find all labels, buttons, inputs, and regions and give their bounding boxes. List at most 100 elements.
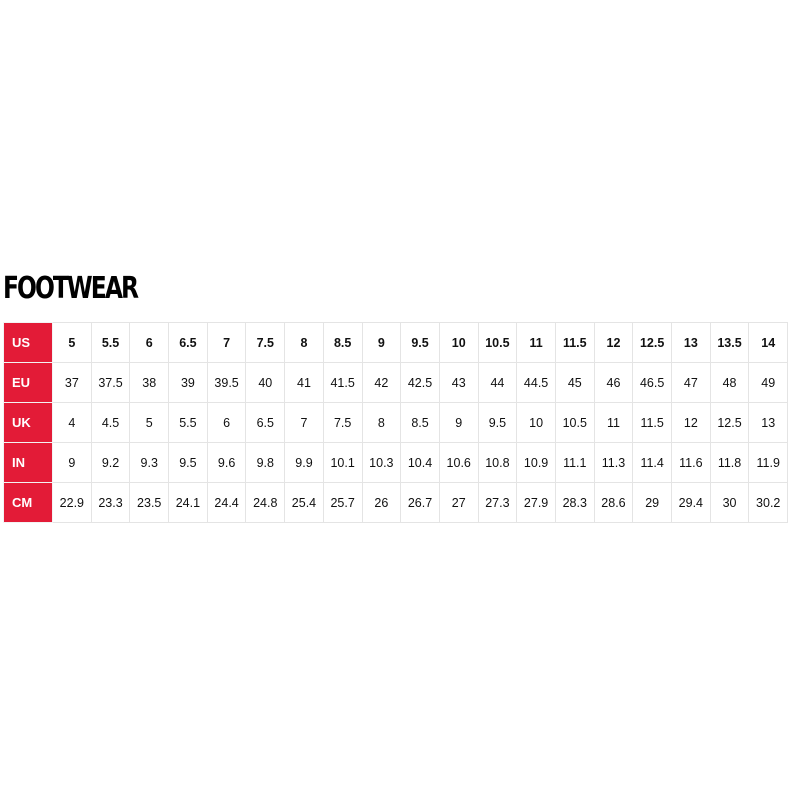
size-chart-table: US 5 5.5 6 6.5 7 7.5 8 8.5 9 9.5 10 10.5 11 11.5 12 12.5…: [3, 322, 789, 523]
size-cell: 38: [129, 362, 170, 403]
size-cell: 11.3: [593, 442, 634, 483]
size-cell: 41: [284, 362, 324, 403]
size-cell: 44.5: [516, 362, 556, 403]
size-cell: 11: [593, 402, 634, 443]
size-cell: 24.8: [245, 482, 286, 523]
size-cell: 5.5: [168, 402, 208, 443]
size-cell: 46: [593, 362, 634, 403]
size-cell: 37: [52, 362, 92, 403]
size-row-cm: CM 22.9 23.3 23.5 24.1 24.4 24.8 25.4 25.7 26 26.7…: [3, 482, 789, 523]
size-cell: 10.1: [322, 442, 363, 483]
size-row-us: US 5 5.5 6 6.5 7 7.5 8 8.5 9 9.5 10 10.5 11 11.5 12 12.5…: [3, 322, 789, 363]
size-cell: 7.5: [245, 322, 286, 363]
size-cell: 9.5: [477, 402, 518, 443]
size-cell: 9.5: [400, 322, 440, 363]
size-cell: 48: [709, 362, 750, 403]
row-header: US: [3, 322, 53, 363]
size-cell: 7: [206, 322, 247, 363]
size-cell: 9.8: [245, 442, 286, 483]
size-cell: 10.6: [438, 442, 479, 483]
size-cell: 10.3: [361, 442, 402, 483]
size-cell: 39.5: [206, 362, 247, 403]
size-cell: 8.5: [400, 402, 440, 443]
size-cell: 29: [632, 482, 672, 523]
size-cell: 13: [671, 322, 711, 363]
size-cell: 11.5: [632, 402, 672, 443]
size-cell: 9.9: [284, 442, 324, 483]
size-cell: 45: [554, 362, 595, 403]
row-header: UK: [3, 402, 53, 443]
size-cell: 41.5: [322, 362, 363, 403]
size-cell: 6: [206, 402, 247, 443]
size-cell: 10: [438, 322, 479, 363]
size-cell: 25.4: [284, 482, 324, 523]
size-cell: 5.5: [90, 322, 131, 363]
size-cell: 44: [477, 362, 518, 403]
row-header: EU: [3, 362, 53, 403]
size-cell: 24.4: [206, 482, 247, 523]
size-cell: 5: [52, 322, 92, 363]
size-cell: 4.5: [90, 402, 131, 443]
size-cell: 9: [361, 322, 402, 363]
size-cell: 5: [129, 402, 170, 443]
size-cell: 26.7: [400, 482, 440, 523]
size-cell: 14: [748, 322, 789, 363]
size-cell: 11: [516, 322, 556, 363]
size-cell: 6.5: [245, 402, 286, 443]
size-cell: 9.5: [168, 442, 208, 483]
size-cell: 11.9: [748, 442, 789, 483]
size-cell: 40: [245, 362, 286, 403]
size-cell: 8: [284, 322, 324, 363]
size-cell: 13.5: [709, 322, 750, 363]
size-cell: 13: [748, 402, 789, 443]
size-cell: 47: [671, 362, 711, 403]
size-cell: 10.5: [554, 402, 595, 443]
size-cell: 9.2: [90, 442, 131, 483]
size-cell: 30.2: [748, 482, 789, 523]
size-cell: 12.5: [709, 402, 750, 443]
size-cell: 49: [748, 362, 789, 403]
size-cell: 23.3: [90, 482, 131, 523]
size-cell: 12: [593, 322, 634, 363]
size-cell: 10.9: [516, 442, 556, 483]
size-row-uk: UK 4 4.5 5 5.5 6 6.5 7 7.5 8 8.5 9 9.5 10 10.5 11 11.5 12…: [3, 402, 789, 443]
size-cell: 30: [709, 482, 750, 523]
size-cell: 11.8: [709, 442, 750, 483]
size-cell: 4: [52, 402, 92, 443]
size-cell: 39: [168, 362, 208, 403]
size-cell: 10.5: [477, 322, 518, 363]
size-cell: 25.7: [322, 482, 363, 523]
size-cell: 9.3: [129, 442, 170, 483]
size-cell: 11.1: [554, 442, 595, 483]
size-row-in: IN 9 9.2 9.3 9.5 9.6 9.8 9.9 10.1 10.3 10.4 10.6 10.…: [3, 442, 789, 483]
size-cell: 28.3: [554, 482, 595, 523]
size-cell: 11.6: [671, 442, 711, 483]
size-cell: 42: [361, 362, 402, 403]
size-row-eu: EU 37 37.5 38 39 39.5 40 41 41.5 42 42.5 43 44 44.5 45…: [3, 362, 789, 403]
size-cell: 12: [671, 402, 711, 443]
size-cell: 8.5: [322, 322, 363, 363]
size-cell: 8: [361, 402, 402, 443]
row-header: IN: [3, 442, 53, 483]
size-cell: 11.5: [554, 322, 595, 363]
size-cell: 26: [361, 482, 402, 523]
section-title: FOOTWEAR: [3, 271, 139, 306]
size-cell: 12.5: [632, 322, 672, 363]
size-cell: 43: [438, 362, 479, 403]
size-cell: 7: [284, 402, 324, 443]
size-cell: 28.6: [593, 482, 634, 523]
size-cell: 42.5: [400, 362, 440, 403]
size-cell: 37.5: [90, 362, 131, 403]
size-cell: 6: [129, 322, 170, 363]
row-header: CM: [3, 482, 53, 523]
size-cell: 24.1: [168, 482, 208, 523]
size-cell: 10.4: [400, 442, 440, 483]
size-cell: 9: [52, 442, 92, 483]
size-cell: 27.3: [477, 482, 518, 523]
size-cell: 27: [438, 482, 479, 523]
size-cell: 46.5: [632, 362, 672, 403]
size-cell: 11.4: [632, 442, 672, 483]
size-cell: 29.4: [671, 482, 711, 523]
size-cell: 27.9: [516, 482, 556, 523]
size-cell: 7.5: [322, 402, 363, 443]
